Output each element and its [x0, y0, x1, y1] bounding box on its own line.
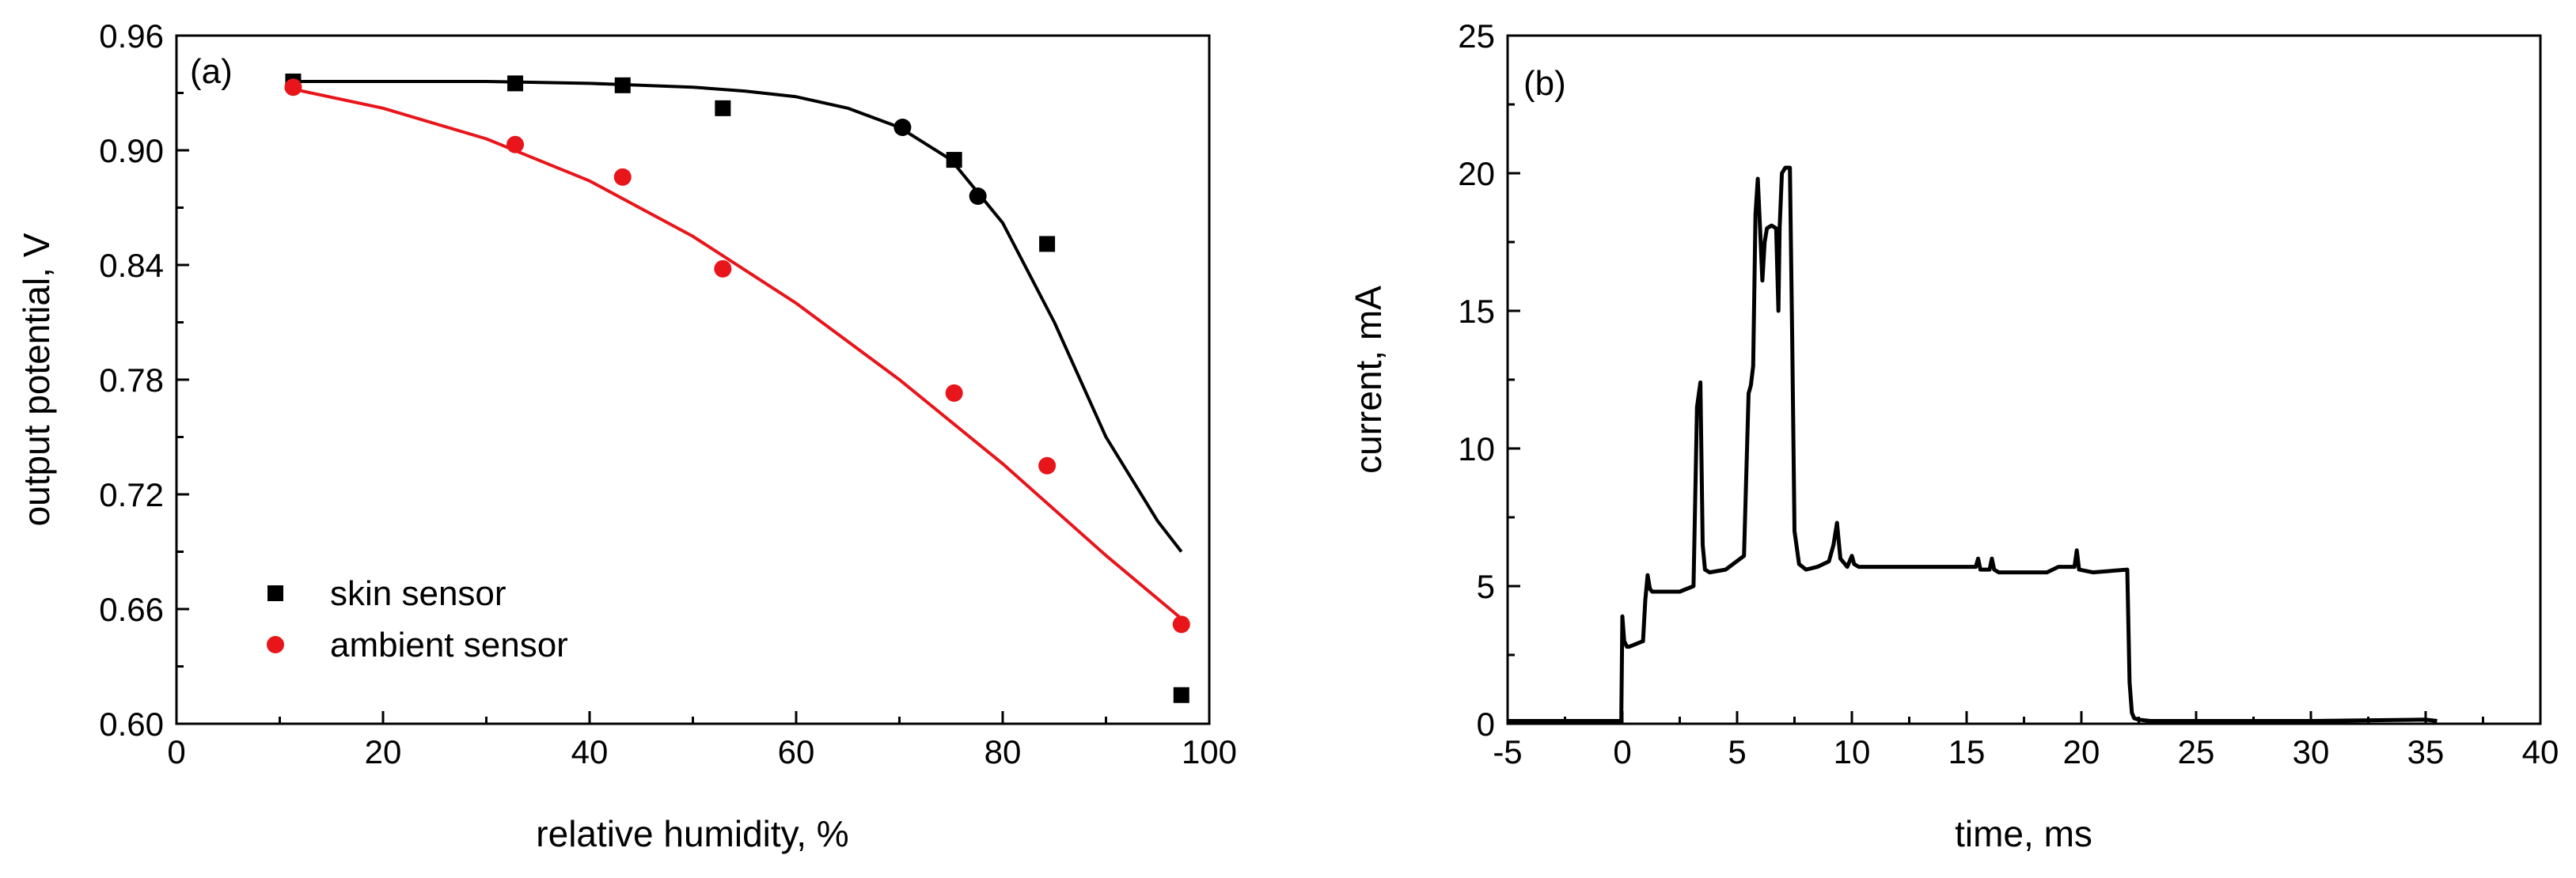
- y-tick-label: 20: [1458, 155, 1495, 192]
- ambient-sensor-point: [1038, 456, 1057, 475]
- y-tick-label: 0.96: [99, 17, 164, 55]
- fit-line: [293, 80, 1183, 553]
- x-tick-label: 0: [167, 733, 185, 770]
- panel-b-frame: [1506, 34, 2542, 725]
- x-tick-label: 10: [1834, 733, 1871, 770]
- y-tick-label: 0.84: [99, 247, 164, 284]
- x-tick-label: 40: [2522, 733, 2559, 770]
- panel-b-label: (b): [1523, 64, 1566, 103]
- skin-sensor-point: [715, 100, 731, 116]
- skin-sensor-point: [1039, 236, 1056, 252]
- skin-sensor-point: [507, 75, 524, 92]
- panel-a-frame: [175, 34, 1211, 725]
- y-tick-label: 0.72: [99, 476, 164, 513]
- panel-a-label: (a): [190, 52, 233, 91]
- skin-sensor-point: [614, 77, 631, 93]
- x-tick-label: 15: [1948, 733, 1986, 770]
- y-tick-label: 25: [1458, 17, 1495, 55]
- x-tick-label: 25: [2178, 733, 2215, 770]
- x-tick-label: 100: [1182, 733, 1237, 770]
- panel-a-ylabel: output potential, V: [16, 233, 57, 526]
- x-tick-label: 0: [1613, 733, 1631, 770]
- panel-a-ticks: 0 20 40 60 80 100 0.60 0.66 0.72 0.78 0.84 0.90 0.96: [99, 17, 1237, 770]
- current-trace: [1508, 165, 2438, 723]
- fit-circle-point: [969, 187, 987, 205]
- y-tick-label: 0.60: [99, 706, 164, 743]
- x-tick-label: 60: [778, 733, 815, 770]
- fit-circle-point: [893, 119, 912, 136]
- fit-line: [293, 87, 1183, 620]
- y-tick-label: 0: [1477, 706, 1495, 743]
- ambient-sensor-point: [945, 384, 963, 402]
- panel-a-xlabel: relative humidity, %: [536, 813, 848, 854]
- legend-skin-marker: [267, 585, 283, 601]
- y-tick-label: 0.90: [99, 132, 164, 169]
- x-tick-label: 20: [365, 733, 402, 770]
- y-tick-label: 10: [1458, 430, 1495, 467]
- x-tick-label: 35: [2407, 733, 2445, 770]
- legend-skin-label: skin sensor: [330, 574, 506, 613]
- panel-a-data: [284, 74, 1190, 703]
- ambient-sensor-point: [714, 259, 732, 278]
- y-tick-label: 0.66: [99, 591, 164, 628]
- y-tick-label: 15: [1458, 293, 1495, 330]
- ambient-sensor-point: [1172, 615, 1190, 634]
- legend-ambient-marker: [267, 636, 284, 653]
- legend-ambient-label: ambient sensor: [330, 626, 568, 664]
- ambient-sensor-point: [284, 78, 302, 97]
- ambient-sensor-point: [506, 135, 525, 153]
- x-tick-label: 80: [984, 733, 1022, 770]
- skin-sensor-point: [1173, 687, 1189, 703]
- panel-b-data: [1508, 165, 2438, 723]
- ambient-sensor-point: [613, 168, 632, 186]
- y-tick-label: 0.78: [99, 361, 164, 399]
- panel-b-xlabel: time, ms: [1955, 813, 2092, 854]
- x-tick-label: 40: [571, 733, 609, 770]
- panel-b-ylabel: current, mA: [1348, 286, 1389, 474]
- x-tick-label: 5: [1728, 733, 1746, 770]
- x-tick-label: -5: [1493, 733, 1522, 770]
- x-tick-label: 20: [2063, 733, 2100, 770]
- panel-a-legend: skin sensor ambient sensor: [267, 574, 568, 664]
- skin-sensor-point: [946, 152, 962, 168]
- x-tick-label: 30: [2293, 733, 2330, 770]
- panel-a: 0 20 40 60 80 100 0.60 0.66 0.72 0.78 0.84 0.90 0.96…: [16, 17, 1237, 854]
- y-tick-label: 5: [1477, 568, 1495, 605]
